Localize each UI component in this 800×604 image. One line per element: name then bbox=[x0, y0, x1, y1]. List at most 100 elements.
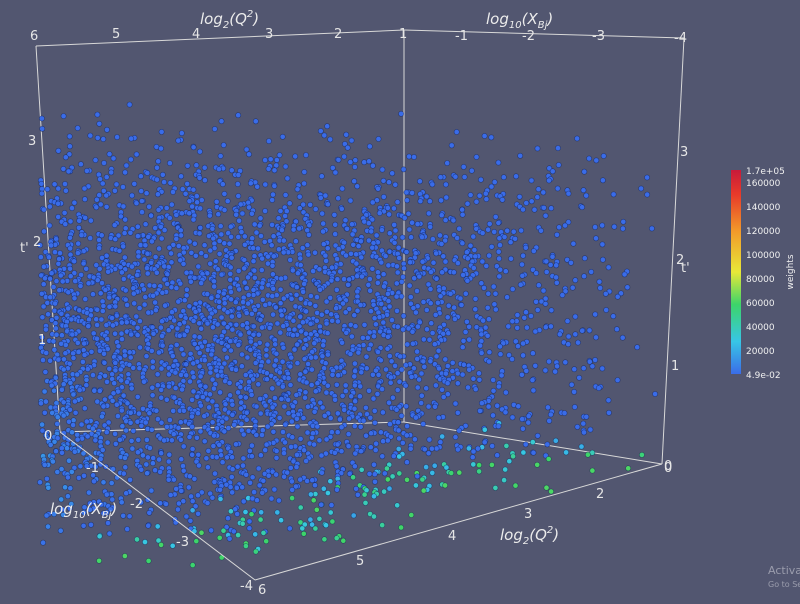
data-point bbox=[546, 177, 552, 184]
left-log10xbj-axis-title: log10(XBj) bbox=[50, 500, 117, 521]
data-point bbox=[255, 245, 261, 252]
data-point bbox=[206, 212, 213, 219]
data-point bbox=[320, 342, 327, 349]
data-point bbox=[504, 227, 511, 234]
data-point bbox=[354, 288, 361, 295]
data-point bbox=[43, 512, 50, 519]
data-point bbox=[428, 445, 435, 452]
data-point bbox=[572, 331, 579, 338]
data-point bbox=[282, 213, 288, 219]
data-point bbox=[62, 350, 69, 357]
data-point bbox=[300, 345, 307, 352]
data-point bbox=[586, 358, 593, 365]
data-point bbox=[456, 427, 462, 434]
data-point bbox=[189, 446, 196, 452]
data-point bbox=[214, 266, 221, 273]
data-point bbox=[561, 410, 568, 416]
data-point bbox=[301, 356, 308, 362]
data-point bbox=[552, 368, 559, 375]
data-point bbox=[250, 245, 257, 251]
data-point bbox=[195, 451, 202, 458]
data-point bbox=[240, 498, 247, 505]
data-point bbox=[59, 449, 65, 456]
data-point bbox=[266, 324, 273, 331]
data-point bbox=[91, 478, 97, 485]
data-point bbox=[317, 194, 324, 201]
data-point bbox=[380, 319, 387, 326]
data-point bbox=[396, 255, 403, 261]
data-point bbox=[225, 230, 232, 236]
data-point bbox=[71, 199, 78, 206]
data-point bbox=[299, 319, 306, 326]
data-point bbox=[459, 206, 466, 213]
data-point bbox=[472, 386, 479, 393]
data-point bbox=[371, 493, 377, 500]
data-point bbox=[153, 407, 160, 414]
data-point bbox=[574, 135, 580, 142]
data-point bbox=[481, 284, 487, 291]
data-point bbox=[154, 382, 161, 389]
data-point bbox=[439, 386, 445, 393]
data-point bbox=[154, 164, 160, 171]
data-point bbox=[83, 418, 90, 425]
data-point bbox=[301, 447, 307, 454]
data-point bbox=[388, 358, 395, 365]
data-point bbox=[288, 478, 295, 485]
data-point bbox=[53, 278, 60, 284]
data-point bbox=[406, 226, 413, 233]
data-point bbox=[329, 518, 336, 525]
data-point bbox=[300, 530, 307, 537]
data-point bbox=[205, 447, 212, 454]
data-point bbox=[321, 536, 328, 543]
data-point bbox=[284, 175, 291, 182]
data-point bbox=[385, 298, 392, 304]
data-point bbox=[349, 231, 356, 238]
data-point bbox=[165, 327, 172, 334]
data-point bbox=[250, 258, 257, 265]
data-point bbox=[128, 437, 135, 444]
data-point bbox=[312, 206, 319, 212]
data-point bbox=[80, 509, 87, 516]
data-point bbox=[103, 429, 110, 436]
data-point bbox=[481, 133, 488, 139]
data-point bbox=[414, 288, 420, 294]
data-point bbox=[530, 449, 537, 456]
data-point bbox=[225, 425, 232, 431]
data-point bbox=[534, 461, 541, 468]
data-point bbox=[535, 282, 542, 289]
data-point bbox=[229, 411, 236, 418]
data-point bbox=[136, 365, 143, 372]
data-point bbox=[122, 169, 128, 176]
data-point bbox=[85, 280, 92, 287]
data-point bbox=[341, 406, 348, 413]
data-point bbox=[341, 369, 347, 376]
data-point bbox=[371, 513, 377, 520]
data-point bbox=[334, 441, 341, 448]
data-point bbox=[302, 389, 309, 396]
data-point bbox=[575, 339, 581, 346]
data-point bbox=[224, 324, 231, 331]
data-point bbox=[113, 181, 120, 188]
data-point bbox=[440, 321, 447, 328]
data-point bbox=[308, 434, 315, 441]
data-point bbox=[476, 370, 482, 377]
data-point bbox=[58, 466, 65, 472]
data-point bbox=[410, 305, 417, 311]
data-point bbox=[323, 389, 330, 396]
data-point bbox=[118, 377, 125, 384]
data-point bbox=[375, 136, 382, 142]
data-point bbox=[68, 468, 75, 475]
data-point bbox=[437, 293, 444, 300]
data-point bbox=[166, 451, 173, 458]
data-point bbox=[562, 359, 569, 366]
data-point bbox=[148, 426, 155, 433]
data-point bbox=[495, 159, 502, 166]
data-point bbox=[106, 365, 113, 372]
data-point bbox=[191, 340, 198, 347]
data-point bbox=[291, 326, 298, 333]
data-point bbox=[198, 280, 205, 286]
data-point bbox=[478, 400, 485, 406]
data-point bbox=[483, 263, 490, 269]
